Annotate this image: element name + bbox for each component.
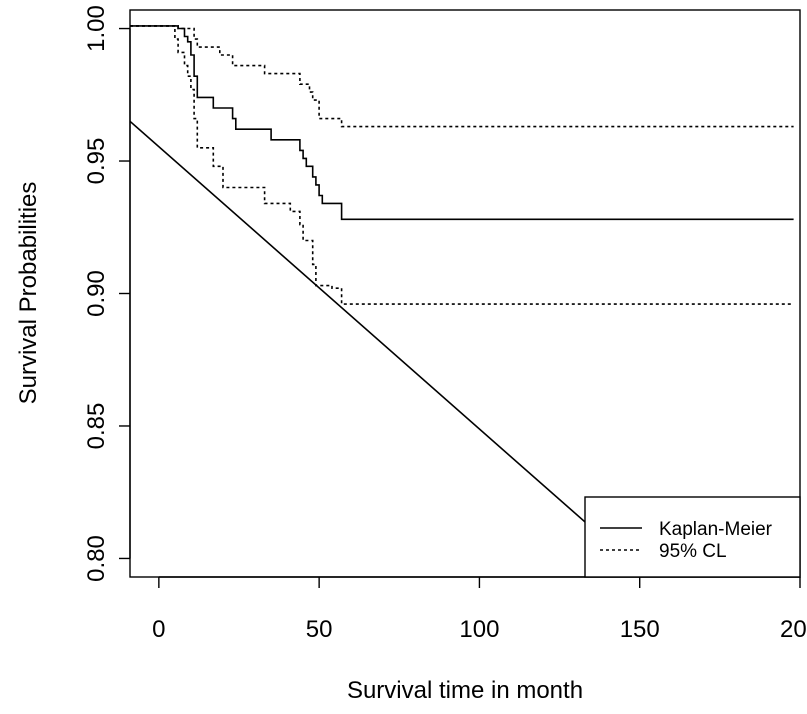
plot-frame [129, 9, 801, 578]
y-tick-label: 0.85 [83, 403, 110, 450]
legend-label-95-cl: 95% CL [659, 541, 727, 562]
y-tick-label: 0.80 [83, 535, 110, 582]
x-tick-label: 0 [152, 616, 165, 643]
x-tick-label: 100 [459, 616, 499, 643]
x-tick-label: 150 [620, 616, 660, 643]
series-line-1 [130, 25, 794, 128]
x-tick-label: 200 [780, 616, 807, 643]
axes-layer: 0 50 100 150 200 0.80 0.85 0.90 0.95 1.00 [83, 5, 807, 643]
y-tick-label: 0.90 [83, 270, 110, 317]
series-line-3 [129, 120, 622, 554]
series-line-2 [130, 25, 794, 305]
x-axis-label: Survival time in month [347, 677, 583, 704]
x-tick-label: 50 [306, 616, 333, 643]
legend-label-kaplan-meier: Kaplan-Meier [659, 519, 773, 540]
series-line-0 [130, 25, 794, 221]
legend: Kaplan-Meier 95% CL [584, 496, 801, 578]
legend-box [584, 496, 801, 578]
y-tick-label: 1.00 [83, 5, 110, 52]
y-axis-label: Survival Probabilities [15, 182, 42, 405]
y-tick-label: 0.95 [83, 138, 110, 185]
series-layer [129, 25, 794, 554]
